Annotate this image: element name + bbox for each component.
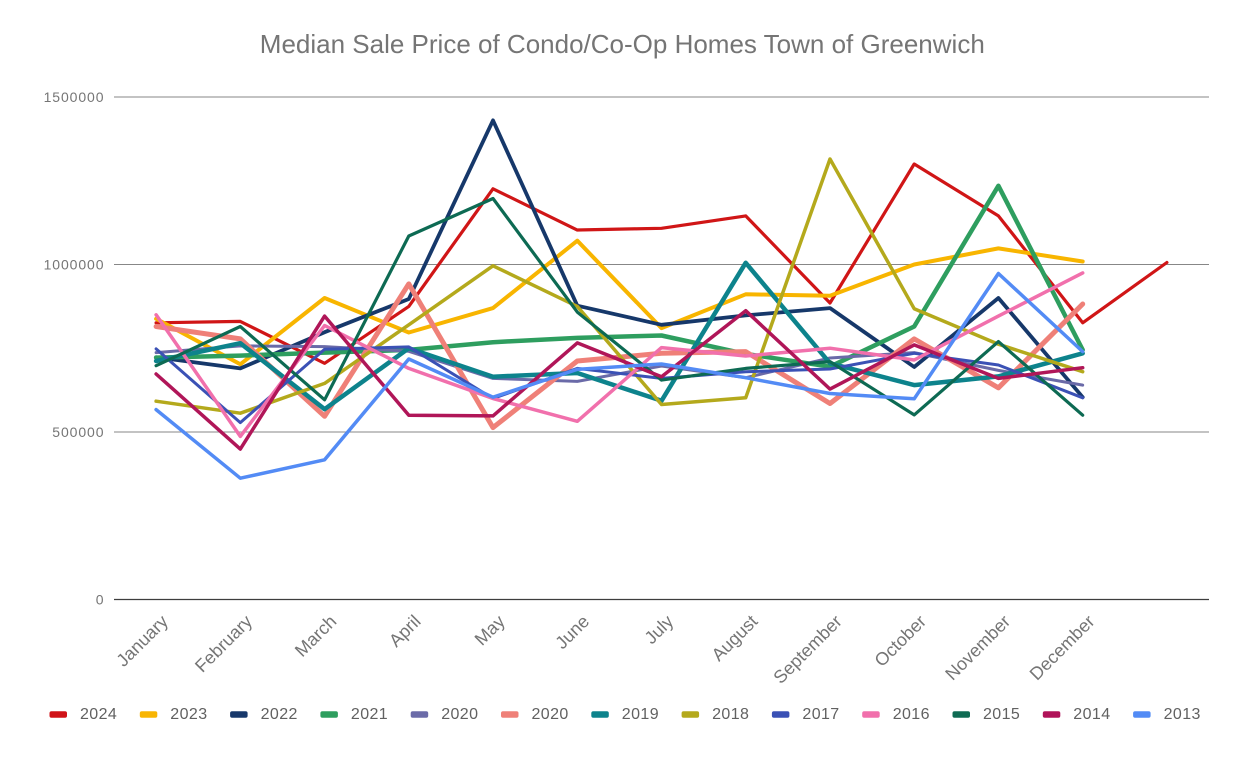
svg-text:0: 0 <box>96 592 105 608</box>
svg-text:2020: 2020 <box>532 706 569 723</box>
svg-text:2018: 2018 <box>712 706 749 723</box>
svg-text:2021: 2021 <box>351 706 388 723</box>
svg-text:Median Sale Price of Condo/Co-: Median Sale Price of Condo/Co-Op Homes T… <box>260 29 985 59</box>
svg-text:500000: 500000 <box>52 424 104 440</box>
svg-text:1500000: 1500000 <box>44 89 105 105</box>
svg-text:2023: 2023 <box>170 706 207 723</box>
svg-text:2024: 2024 <box>80 706 117 723</box>
svg-text:2013: 2013 <box>1164 706 1201 723</box>
svg-text:2014: 2014 <box>1073 706 1110 723</box>
svg-text:2016: 2016 <box>893 706 930 723</box>
svg-text:2022: 2022 <box>261 706 298 723</box>
svg-text:2020: 2020 <box>441 706 478 723</box>
svg-text:1000000: 1000000 <box>44 257 105 273</box>
svg-text:2015: 2015 <box>983 706 1020 723</box>
svg-text:2019: 2019 <box>622 706 659 723</box>
svg-text:2017: 2017 <box>802 706 839 723</box>
